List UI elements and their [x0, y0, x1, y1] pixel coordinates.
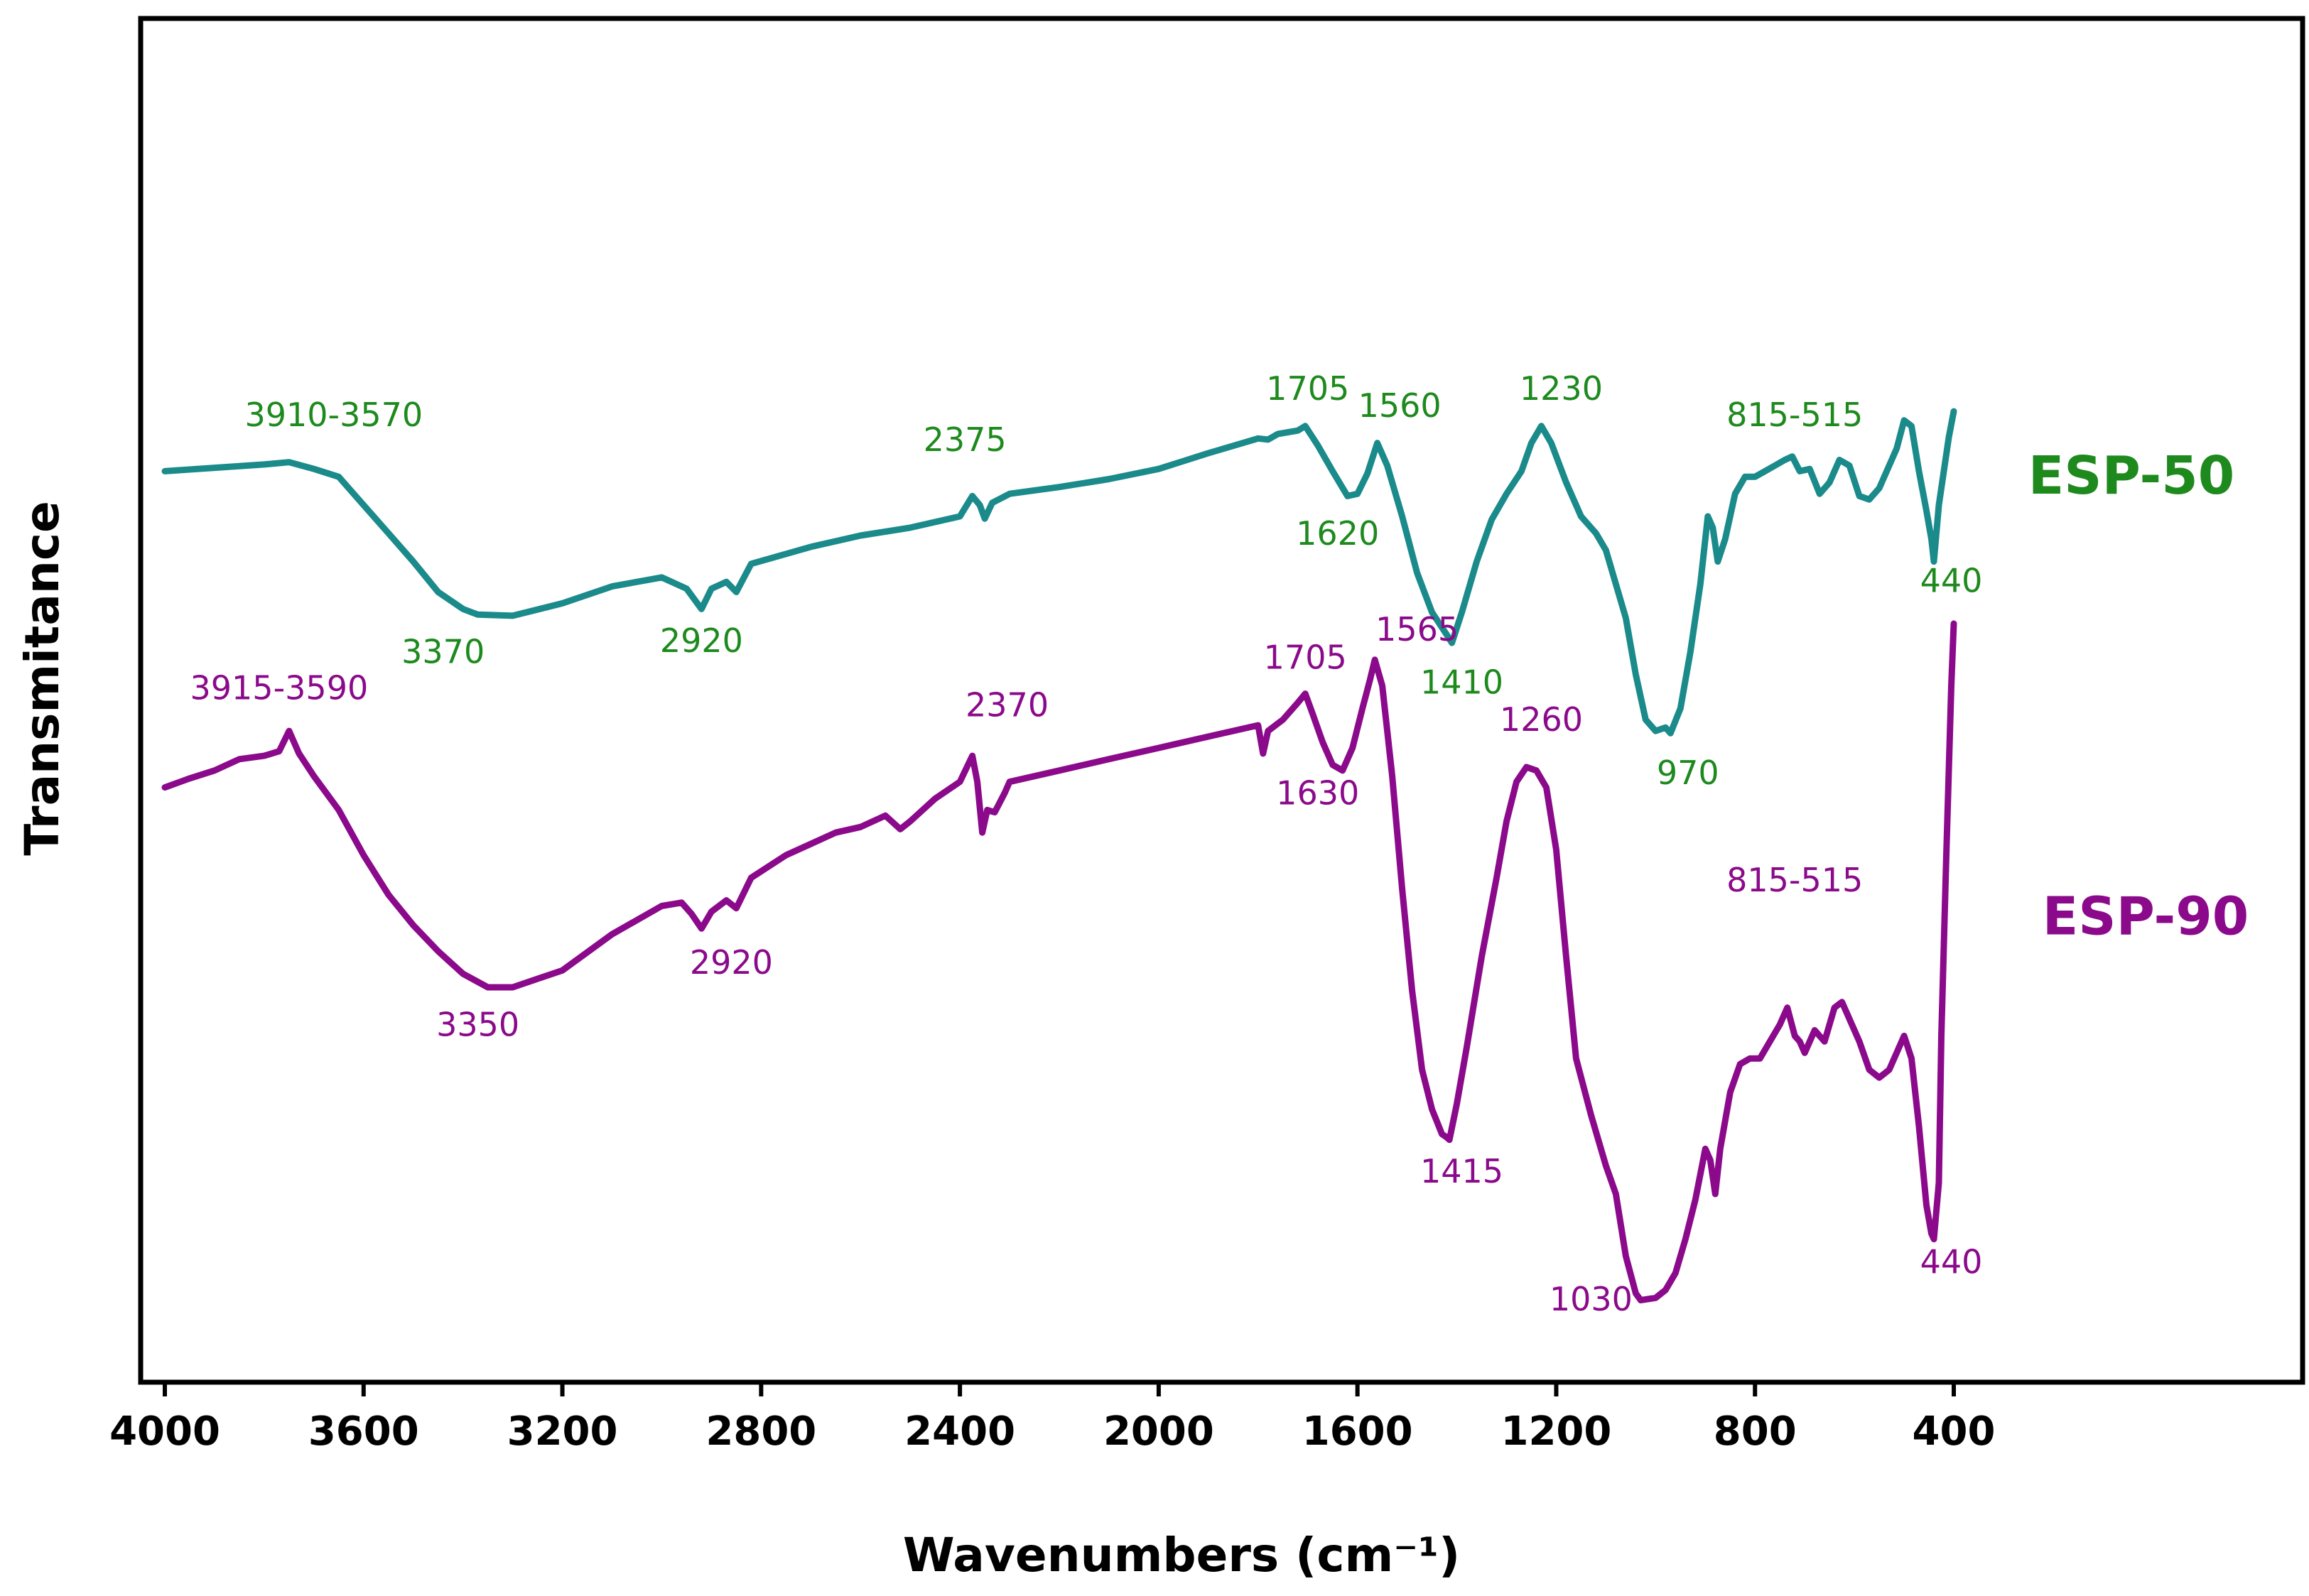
- peak-label-esp-90-815-515: 815-515: [1726, 861, 1863, 899]
- peak-label-esp-50-1705: 1705: [1266, 369, 1349, 408]
- x-tick-label-2400: 2400: [904, 1408, 1015, 1455]
- series-layer: [161, 408, 1957, 1303]
- peak-label-esp-90-1260: 1260: [1500, 700, 1583, 739]
- x-tick-label-4000: 4000: [109, 1408, 220, 1455]
- peak-label-esp-90-1030: 1030: [1550, 1280, 1633, 1318]
- x-tick-label-1600: 1600: [1302, 1408, 1413, 1455]
- series-label-esp-50: ESP-50: [2028, 445, 2234, 506]
- peak-label-esp-50-2920: 2920: [660, 621, 743, 660]
- peak-label-esp-50-1410: 1410: [1420, 663, 1503, 702]
- series-label-esp-90: ESP-90: [2043, 886, 2249, 947]
- x-tick-label-3200: 3200: [507, 1408, 618, 1455]
- peak-label-esp-50-1620: 1620: [1296, 514, 1379, 553]
- x-axis: 4000 3600 3200 2800 2400 2000 1600 1200 800 400: [109, 1382, 1995, 1455]
- x-tick-label-2800: 2800: [705, 1408, 816, 1455]
- annotation-layer: 3910-3570 3370 2920 2375 1705 1620 1560 1410 123…: [190, 369, 2249, 1318]
- peak-label-esp-90-3915-3590: 3915-3590: [190, 669, 369, 707]
- x-axis-title: Wavenumbers (cm⁻¹): [903, 1528, 1460, 1583]
- series-line-esp-50: [161, 408, 1957, 737]
- peak-label-esp-50-3370: 3370: [401, 633, 485, 671]
- peak-label-esp-90-3350: 3350: [436, 1005, 519, 1043]
- series-line-esp-90: [161, 620, 1957, 1303]
- x-tick-label-400: 400: [1913, 1408, 1996, 1455]
- peak-label-esp-90-440: 440: [1920, 1242, 1983, 1281]
- peak-label-esp-90-2370: 2370: [966, 685, 1049, 724]
- peak-label-esp-50-1230: 1230: [1520, 369, 1603, 408]
- x-tick-label-1200: 1200: [1501, 1408, 1612, 1455]
- peak-label-esp-50-440: 440: [1920, 562, 1983, 600]
- peak-label-esp-50-970: 970: [1657, 754, 1719, 792]
- peak-label-esp-90-1630: 1630: [1276, 773, 1359, 812]
- peak-label-esp-50-815-515: 815-515: [1726, 396, 1863, 434]
- y-axis-title: Transmitance: [15, 501, 70, 855]
- peak-label-esp-50-3910-3570: 3910-3570: [244, 396, 423, 434]
- x-tick-label-2000: 2000: [1103, 1408, 1214, 1455]
- peak-label-esp-90-2920: 2920: [690, 943, 773, 982]
- x-tick-label-800: 800: [1714, 1408, 1797, 1455]
- peak-label-esp-50-1560: 1560: [1358, 386, 1442, 425]
- peak-label-esp-90-1565: 1565: [1375, 610, 1459, 648]
- x-tick-label-3600: 3600: [308, 1408, 419, 1455]
- peak-label-esp-90-1415: 1415: [1420, 1152, 1503, 1190]
- peak-label-esp-50-2375: 2375: [924, 420, 1007, 459]
- plot-frame: [138, 16, 2305, 1385]
- peak-label-esp-90-1705: 1705: [1264, 639, 1347, 677]
